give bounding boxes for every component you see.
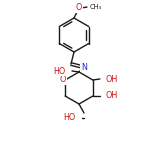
Text: O: O [76, 3, 82, 12]
Text: O: O [60, 75, 66, 84]
Text: N: N [81, 63, 87, 72]
Text: OH: OH [106, 92, 118, 100]
Text: OH: OH [106, 75, 118, 84]
Text: CH₃: CH₃ [90, 4, 102, 10]
Text: HO: HO [53, 66, 65, 75]
Text: HO: HO [64, 114, 76, 123]
